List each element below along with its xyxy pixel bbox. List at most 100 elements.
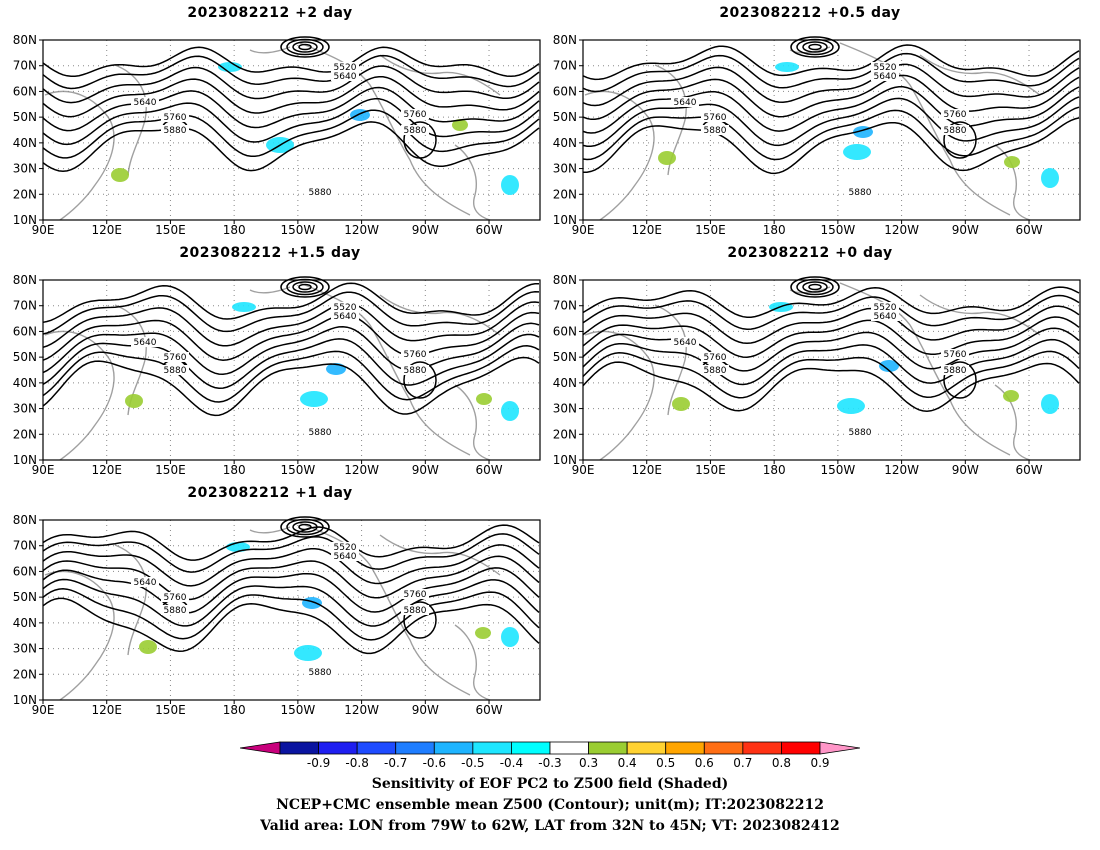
colorbar-swatch (549, 741, 589, 755)
colorbar-swatch (665, 741, 705, 755)
lon-tick-label: 180 (223, 463, 246, 477)
lon-tick-label: 120E (631, 463, 662, 477)
lat-tick-label: 20N (13, 667, 37, 681)
colorbar-tick-label: -0.6 (423, 756, 446, 770)
contour-label: 5880 (164, 606, 187, 616)
lat-tick-label: 10N (553, 453, 577, 467)
caption-contour: NCEP+CMC ensemble mean Z500 (Contour); u… (276, 797, 824, 813)
colorbar-tick-label: 0.7 (733, 756, 752, 770)
contour-label: 5880 (944, 366, 967, 376)
lat-tick-label: 20N (553, 187, 577, 201)
colorbar-tick-label: -0.8 (345, 756, 368, 770)
lat-axis: 80N 70N 60N 50N 40N 30N 20N 10N (13, 33, 43, 227)
lat-tick-label: 60N (553, 84, 577, 98)
colorbar-swatch (395, 741, 435, 755)
colorbar-tick-label: -0.4 (500, 756, 523, 770)
map-plot: 5640576058805880564055205760588080N70N60… (553, 33, 1081, 237)
panel-title: 2023082212 +2 day (187, 5, 353, 21)
lon-tick-label: 150W (820, 223, 855, 237)
lat-tick-label: 20N (13, 427, 37, 441)
colorbar-tick-label: 0.4 (618, 756, 637, 770)
coastline-layer (44, 42, 501, 221)
lon-tick-label: 90W (952, 223, 979, 237)
lon-tick-label: 120W (344, 463, 379, 477)
contour-label: 5760 (404, 590, 427, 600)
lat-tick-label: 50N (553, 110, 577, 124)
contour-label: 5760 (164, 113, 187, 123)
lat-axis: 80N 70N 60N 50N 40N 30N 20N 10N (13, 513, 43, 707)
z500-contours (42, 36, 540, 173)
lat-tick-label: 70N (13, 539, 37, 553)
contour-label: 5520 (874, 63, 897, 73)
lon-tick-label: 60W (475, 223, 502, 237)
lon-tick-label: 150W (280, 703, 315, 717)
lon-tick-label: 120E (631, 223, 662, 237)
lat-tick-label: 70N (13, 59, 37, 73)
lat-tick-label: 50N (13, 110, 37, 124)
lon-tick-label: 150E (155, 223, 186, 237)
lat-axis: 80N 70N 60N 50N 40N 30N 20N 10N (553, 273, 583, 467)
contour-label: 5640 (134, 578, 157, 588)
map-panel-plus1-5: 2023082212 +1.5 day 5640 5760 5880 5880 5640… (0, 245, 541, 477)
lon-axis: 90E 120E 150E 180 150W 120W 90W 60W (32, 220, 503, 237)
contour-label: 5640 (874, 312, 897, 322)
panel-title: 2023082212 +1.5 day (179, 245, 361, 261)
lat-tick-label: 40N (553, 376, 577, 390)
colorbar-swatch (472, 741, 512, 755)
lon-tick-label: 90E (32, 223, 55, 237)
sensitivity-shading (125, 302, 519, 421)
lon-tick-label: 120W (344, 703, 379, 717)
lat-tick-label: 80N (13, 273, 37, 287)
colorbar-swatch (279, 741, 319, 755)
contour-label: 5640 (674, 338, 697, 348)
lat-tick-label: 40N (553, 136, 577, 150)
contour-label: 5760 (944, 350, 967, 360)
contour-label: 5880 (704, 126, 727, 136)
lat-tick-label: 80N (13, 33, 37, 47)
contour-label: 5520 (334, 303, 357, 313)
contour-label: 5880 (404, 126, 427, 136)
map-panel-plus2: 2023082212 +2 day 5640 5760 5880 5880 5640 55… (0, 5, 541, 237)
lon-tick-label: 60W (475, 703, 502, 717)
colorbar-swatch (318, 741, 358, 755)
lon-axis: 90E 120E 150E 180 150W 120W 90W 60W (572, 220, 1043, 237)
sensitivity-shading (672, 302, 1059, 414)
lat-tick-label: 80N (13, 513, 37, 527)
contour-label: 5640 (874, 72, 897, 82)
contour-label: 5640 (334, 552, 357, 562)
lat-tick-label: 40N (13, 616, 37, 630)
gridlines (43, 280, 540, 460)
lat-tick-label: 30N (553, 162, 577, 176)
contour-label: 5880 (309, 428, 332, 438)
lat-axis: 80N 70N 60N 50N 40N 30N 20N 10N (13, 273, 43, 467)
colorbar-swatch (703, 741, 744, 755)
lon-tick-label: 90E (32, 703, 55, 717)
colorbar-tick-label: -0.3 (538, 756, 561, 770)
lat-tick-label: 30N (13, 162, 37, 176)
colorbar-swatch (742, 741, 782, 755)
lon-tick-label: 120W (344, 223, 379, 237)
contour-label: 5520 (334, 63, 357, 73)
z500-contours (582, 36, 1080, 175)
lon-axis: 90E 120E 150E 180 150W 120W 90W 60W (32, 460, 503, 477)
colorbar-min-arrow (240, 741, 281, 755)
colorbar-tick-label: 0.9 (810, 756, 829, 770)
lon-tick-label: 120W (884, 223, 919, 237)
contour-label: 5880 (164, 126, 187, 136)
colorbar-tick-label: -0.7 (384, 756, 407, 770)
lat-tick-label: 20N (553, 427, 577, 441)
lon-axis: 90E 120E 150E 180 150W 120W 90W 60W (32, 700, 503, 717)
lat-tick-label: 40N (13, 376, 37, 390)
lon-tick-label: 90E (572, 223, 595, 237)
contour-label: 5880 (404, 366, 427, 376)
panel-title: 2023082212 +0 day (727, 245, 893, 261)
lat-tick-label: 60N (553, 324, 577, 338)
lat-tick-label: 30N (553, 402, 577, 416)
colorbar: -0.9 -0.8 -0.7 -0.6 -0.5 -0.4 -0.3 0.3 0.4 0.5 0.6… (240, 741, 860, 770)
lat-axis: 80N 70N 60N 50N 40N 30N 20N 10N (553, 33, 583, 227)
lon-tick-label: 60W (475, 463, 502, 477)
lon-tick-label: 90W (412, 463, 439, 477)
map-plot: 5640576058805880564055205760588080N70N60… (553, 273, 1081, 477)
lat-tick-label: 20N (13, 187, 37, 201)
lat-tick-label: 50N (13, 590, 37, 604)
